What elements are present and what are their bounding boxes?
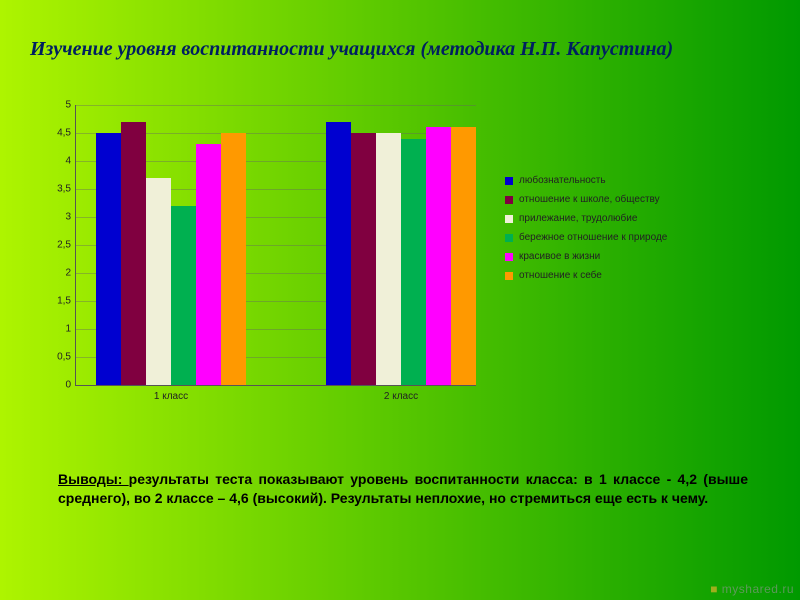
bar: [146, 178, 171, 385]
bar-group: [96, 122, 246, 385]
x-tick-label: 2 класс: [321, 391, 481, 402]
bar: [96, 133, 121, 385]
legend-swatch: [505, 196, 513, 204]
bar: [326, 122, 351, 385]
y-tick-label: 5: [65, 100, 76, 111]
slide: Изучение уровня воспитанности учащихся (…: [0, 0, 800, 600]
y-tick-label: 3,5: [57, 184, 76, 195]
plot-area: 00,511,522,533,544,551 класс2 класс: [75, 105, 476, 386]
legend-swatch: [505, 234, 513, 242]
bar-group: [326, 122, 476, 385]
bar: [451, 127, 476, 385]
bar: [221, 133, 246, 385]
y-tick-label: 0,5: [57, 352, 76, 363]
conclusion-lead: Выводы:: [58, 471, 129, 487]
y-tick-label: 0: [65, 380, 76, 391]
legend-item: красивое в жизни: [505, 251, 725, 262]
bar: [121, 122, 146, 385]
y-tick-label: 1: [65, 324, 76, 335]
bar: [426, 127, 451, 385]
legend-item: любознательность: [505, 175, 725, 186]
conclusion-body: результаты теста показывают уровень восп…: [58, 471, 748, 506]
legend-label: бережное отношение к природе: [519, 232, 667, 243]
legend-item: прилежание, трудолюбие: [505, 213, 725, 224]
y-tick-label: 4,5: [57, 128, 76, 139]
watermark: ■ myshared.ru: [710, 582, 794, 596]
legend-label: отношение к себе: [519, 270, 602, 281]
bar-chart: 00,511,522,533,544,551 класс2 класс любо…: [45, 105, 745, 425]
page-title: Изучение уровня воспитанности учащихся (…: [30, 38, 770, 61]
y-tick-label: 1,5: [57, 296, 76, 307]
bar: [196, 144, 221, 385]
legend-swatch: [505, 215, 513, 223]
bar: [376, 133, 401, 385]
bar: [351, 133, 376, 385]
conclusion-text: Выводы: результаты теста показывают уров…: [58, 470, 748, 508]
gridline: [76, 105, 476, 106]
bar: [171, 206, 196, 385]
legend-item: отношение к себе: [505, 270, 725, 281]
legend-swatch: [505, 253, 513, 261]
y-tick-label: 3: [65, 212, 76, 223]
y-tick-label: 2: [65, 268, 76, 279]
x-tick-label: 1 класс: [91, 391, 251, 402]
legend-item: бережное отношение к природе: [505, 232, 725, 243]
legend-label: красивое в жизни: [519, 251, 600, 262]
legend: любознательность отношение к школе, общес…: [505, 175, 725, 289]
y-tick-label: 2,5: [57, 240, 76, 251]
legend-swatch: [505, 272, 513, 280]
legend-swatch: [505, 177, 513, 185]
legend-label: любознательность: [519, 175, 606, 186]
legend-label: прилежание, трудолюбие: [519, 213, 637, 224]
legend-label: отношение к школе, обществу: [519, 194, 660, 205]
y-tick-label: 4: [65, 156, 76, 167]
watermark-text: myshared.ru: [722, 582, 794, 596]
legend-item: отношение к школе, обществу: [505, 194, 725, 205]
bar: [401, 139, 426, 385]
